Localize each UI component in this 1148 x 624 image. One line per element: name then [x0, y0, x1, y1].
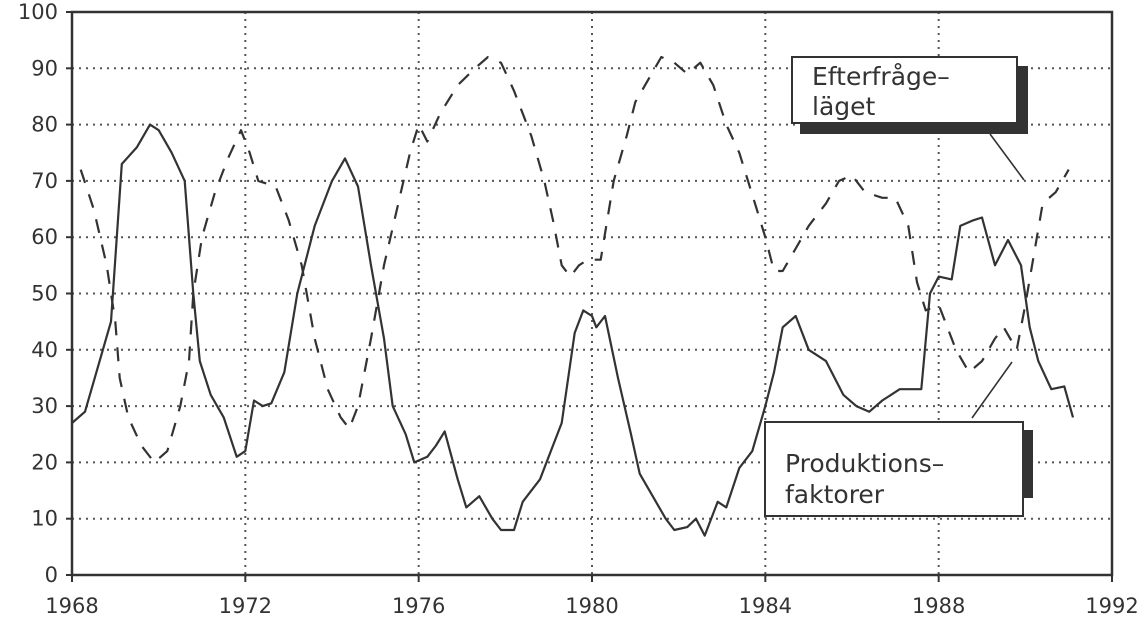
- y-tick-label: 40: [31, 338, 58, 362]
- plot-frame: [70, 10, 1114, 577]
- x-tick-label: 1984: [739, 594, 792, 618]
- y-tick-labels: 0 10 20 30 40 50 60 70 80 90 100: [18, 0, 58, 587]
- y-tick-label: 70: [31, 169, 58, 193]
- label-line-2: faktorer: [785, 480, 885, 509]
- y-tick-label: 80: [31, 113, 58, 137]
- label-line-1: Produktions–: [785, 449, 944, 478]
- series-line-produktionsfaktorer: [71, 123, 1075, 537]
- x-tick-labels: 1968 1972 1976 1980 1984 1988 1992: [45, 594, 1138, 618]
- legend-label-produktionsfaktorer: Produktions– faktorer: [764, 361, 1033, 517]
- axes: [66, 10, 1114, 582]
- x-tick-label: 1992: [1085, 594, 1138, 618]
- y-tick-label: 20: [31, 450, 58, 474]
- x-tick-label: 1968: [45, 594, 98, 618]
- series-lines: [71, 55, 1075, 537]
- y-tick-label: 30: [31, 394, 58, 418]
- label-box: [791, 56, 1018, 124]
- label-box: [764, 421, 1024, 517]
- x-tick-label: 1980: [565, 594, 618, 618]
- x-tick-label: 1988: [912, 594, 965, 618]
- x-tick-label: 1972: [219, 594, 272, 618]
- label-line-2: läget: [812, 92, 876, 121]
- x-tick-label: 1976: [392, 594, 445, 618]
- y-tick-label: 0: [45, 563, 58, 587]
- y-tick-label: 60: [31, 225, 58, 249]
- leader-line: [971, 361, 1013, 419]
- y-tick-label: 90: [31, 56, 58, 80]
- leader-line: [989, 133, 1025, 181]
- series-line-efterfragelaget: [79, 55, 1070, 464]
- label-line-1: Efterfråge–: [812, 62, 950, 91]
- y-tick-label: 100: [18, 0, 58, 24]
- y-tick-label: 10: [31, 507, 58, 531]
- legend-label-efterfragelaget: Efterfråge– läget: [791, 56, 1028, 181]
- y-tick-label: 50: [31, 282, 58, 306]
